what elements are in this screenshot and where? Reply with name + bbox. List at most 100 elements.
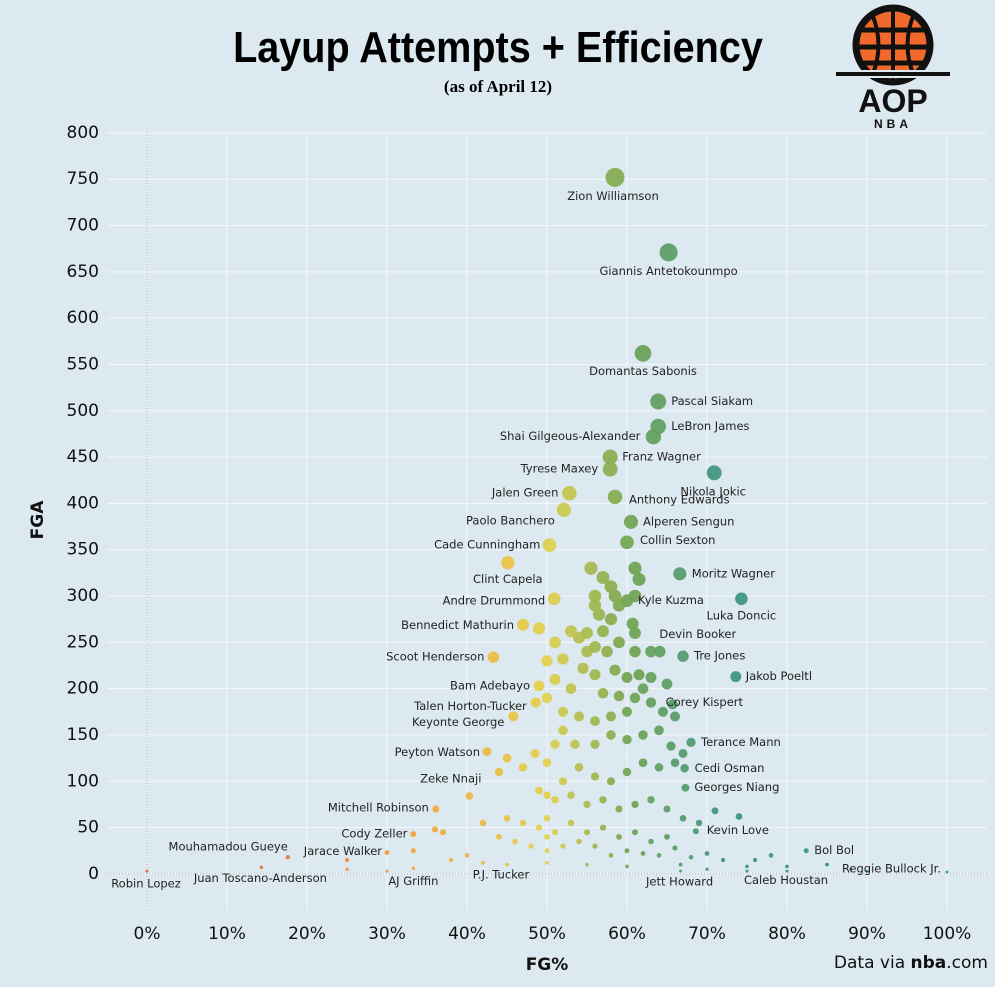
point <box>623 514 639 529</box>
y-tick-label: 100 <box>67 771 99 791</box>
point <box>285 854 291 860</box>
point-label: Bennedict Mathurin <box>401 618 514 632</box>
point <box>648 838 654 845</box>
point <box>865 869 869 873</box>
points <box>145 167 949 874</box>
point <box>592 843 598 849</box>
point-label: Juan Toscano-Anderson <box>193 871 327 885</box>
point-label: Jett Howard <box>645 875 713 889</box>
point-label: Bol Bol <box>814 843 854 857</box>
point-label: Cody Zeller <box>341 827 407 841</box>
point <box>632 572 646 586</box>
point <box>574 711 584 722</box>
point-label: Keyonte George <box>412 715 504 729</box>
point <box>609 664 621 676</box>
point <box>606 730 616 740</box>
y-tick-label: 800 <box>67 123 99 143</box>
point <box>410 831 417 838</box>
x-tick-label: 70% <box>688 924 726 944</box>
point <box>650 418 666 435</box>
point <box>448 857 454 863</box>
point <box>545 860 549 865</box>
point <box>634 345 652 362</box>
point <box>624 848 630 854</box>
point <box>385 869 389 873</box>
point <box>602 449 618 465</box>
point <box>654 645 666 658</box>
point <box>785 864 789 869</box>
point-label: Moritz Wagner <box>692 566 775 580</box>
point-label: Pascal Siakam <box>671 394 753 408</box>
y-tick-label: 250 <box>67 632 99 652</box>
point <box>785 869 789 873</box>
point <box>599 796 607 804</box>
point-label: Cedi Osman <box>695 761 765 775</box>
point <box>479 819 487 827</box>
point <box>585 862 589 867</box>
point <box>547 592 561 606</box>
point <box>508 711 519 722</box>
y-tick-label: 350 <box>67 540 99 560</box>
point <box>601 645 613 658</box>
logo: AOP NBA <box>836 4 950 131</box>
point-label: Jalen Green <box>491 486 558 500</box>
point <box>622 767 632 777</box>
x-tick-label: 60% <box>608 924 646 944</box>
chart-title: Layup Attempts + Efficiency <box>233 22 763 71</box>
point-label: Tyrese Maxey <box>520 462 599 476</box>
point <box>720 857 726 863</box>
point-label: Jakob Poeltl <box>745 669 812 683</box>
point <box>628 561 642 575</box>
point <box>544 833 550 840</box>
point-label: Bam Adebayo <box>450 678 530 692</box>
point <box>631 800 639 809</box>
point <box>752 857 758 863</box>
point-label: Zion Williamson <box>567 189 659 203</box>
point <box>745 869 749 873</box>
point-label: Nikola Jokic <box>680 484 746 498</box>
point <box>502 753 512 763</box>
point <box>628 589 642 603</box>
point <box>439 829 447 836</box>
point <box>597 625 609 638</box>
point <box>672 845 678 851</box>
point <box>705 867 709 871</box>
point <box>667 699 678 710</box>
point <box>633 669 645 681</box>
point <box>654 763 664 772</box>
point-label: Mitchell Robinson <box>328 801 429 815</box>
point <box>590 739 600 749</box>
point <box>549 636 561 649</box>
point-label: Cade Cunningham <box>434 538 540 552</box>
point <box>629 692 641 704</box>
point-label: Devin Booker <box>659 627 736 641</box>
x-tick-label: 40% <box>448 924 486 944</box>
point <box>583 829 591 836</box>
point <box>768 853 774 858</box>
point <box>686 737 696 747</box>
source-note: Data via nba.com <box>834 953 988 973</box>
point <box>706 465 722 481</box>
x-tick-label: 30% <box>368 924 406 944</box>
point <box>503 814 511 822</box>
point <box>661 678 673 690</box>
point <box>608 853 614 858</box>
point <box>621 706 633 717</box>
point-label: Anthony Edwards <box>629 492 730 506</box>
point <box>605 167 625 187</box>
point <box>679 814 687 822</box>
point <box>629 627 641 640</box>
point <box>550 739 560 749</box>
point-label: Scoot Henderson <box>386 650 484 664</box>
y-tick-label: 700 <box>67 216 99 236</box>
point <box>730 671 742 683</box>
logo-text: AOP <box>858 83 927 119</box>
y-tick-label: 400 <box>67 493 99 513</box>
point <box>592 608 606 621</box>
point <box>659 243 678 262</box>
point-label: Tre Jones <box>693 649 745 663</box>
point <box>606 777 616 786</box>
point <box>551 829 559 836</box>
point <box>384 850 390 855</box>
